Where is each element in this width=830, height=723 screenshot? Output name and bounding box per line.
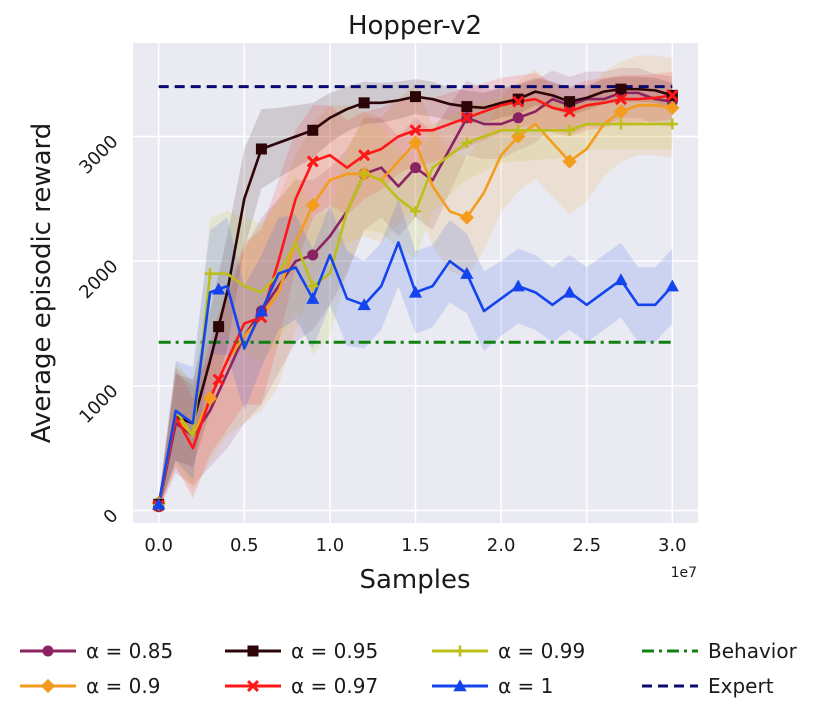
legend-item: α = 0.97 xyxy=(225,674,378,698)
x-tick-label: 0.5 xyxy=(230,535,259,556)
y-tick-label: 3000 xyxy=(75,131,122,178)
data-point xyxy=(614,273,628,286)
legend-item: Expert xyxy=(642,674,774,698)
legend-item: α = 0.85 xyxy=(20,639,173,663)
confidence-band xyxy=(158,55,673,509)
data-point xyxy=(357,298,371,311)
legend-item: Behavior xyxy=(642,639,798,663)
y-tick-label: 1000 xyxy=(75,381,122,428)
legend-label: Expert xyxy=(708,674,774,698)
data-point xyxy=(410,91,421,103)
data-point xyxy=(512,95,525,108)
data-point xyxy=(306,291,320,304)
legend-item: α = 0.95 xyxy=(225,639,378,663)
confidence-band xyxy=(158,71,673,511)
legend: α = 0.85 α = 0.9 α = 0.95 α = 0.97 α = 0.99 α… xyxy=(20,639,798,698)
data-point xyxy=(358,149,371,162)
data-point xyxy=(254,304,269,317)
data-point xyxy=(408,285,423,298)
data-point xyxy=(511,129,526,144)
data-point xyxy=(511,279,525,292)
legend-label: α = 0.85 xyxy=(86,639,173,663)
data-point xyxy=(358,168,370,180)
data-point xyxy=(512,93,524,105)
x-tick-label: 2.5 xyxy=(572,535,601,556)
legend-label: α = 0.99 xyxy=(498,639,585,663)
data-point xyxy=(408,135,423,150)
legend-label: α = 1 xyxy=(498,674,553,698)
x-tick-label: 0.0 xyxy=(144,535,173,556)
legend-marker xyxy=(42,645,54,657)
legend-item: α = 0.99 xyxy=(432,639,585,663)
data-point xyxy=(306,155,319,168)
data-point xyxy=(409,124,422,137)
x-tick-label: 3.0 xyxy=(658,535,687,556)
data-point xyxy=(614,93,627,106)
x-tick-label: 1.5 xyxy=(401,535,430,556)
confidence-band xyxy=(158,198,673,510)
legend-label: α = 0.9 xyxy=(86,674,160,698)
legend-marker xyxy=(246,679,260,693)
legend-label: Behavior xyxy=(708,639,798,663)
legend-marker xyxy=(453,679,467,692)
x-tick-label: 2.0 xyxy=(487,535,516,556)
y-axis-label: Average episodic reward xyxy=(27,123,57,444)
data-point xyxy=(461,101,473,113)
data-point xyxy=(460,267,474,279)
legend-marker xyxy=(247,645,259,657)
chart-title: Hopper-v2 xyxy=(348,11,482,41)
data-point xyxy=(665,279,679,292)
confidence-band xyxy=(158,97,673,510)
data-point xyxy=(665,100,680,115)
data-point xyxy=(212,373,225,386)
data-point xyxy=(613,104,629,119)
data-point xyxy=(460,111,473,124)
x-tick-label: 1.0 xyxy=(316,535,345,556)
data-point xyxy=(564,96,576,108)
data-point xyxy=(307,124,319,136)
data-point xyxy=(307,280,319,292)
legend-marker xyxy=(454,645,466,657)
data-point xyxy=(562,285,577,298)
data-point xyxy=(358,97,370,109)
data-point xyxy=(410,205,421,217)
data-point xyxy=(615,83,627,95)
data-point xyxy=(255,143,267,155)
data-point xyxy=(204,268,216,280)
x-offset-label: 1e7 xyxy=(671,565,697,581)
legend-label: α = 0.95 xyxy=(291,639,378,663)
data-point xyxy=(562,154,577,169)
y-tick-label: 2000 xyxy=(75,256,122,303)
legend-item: α = 1 xyxy=(432,674,553,698)
data-point xyxy=(512,124,524,136)
data-point xyxy=(410,162,421,174)
data-point xyxy=(307,249,319,261)
data-point xyxy=(512,112,524,124)
data-point xyxy=(212,282,226,295)
data-point xyxy=(564,124,576,136)
data-point xyxy=(666,118,678,130)
legend-label: α = 0.97 xyxy=(291,674,378,698)
data-point xyxy=(305,197,320,213)
data-point xyxy=(459,210,475,225)
data-point xyxy=(461,137,473,149)
data-point xyxy=(213,321,225,333)
series-markers xyxy=(151,83,680,513)
legend-marker xyxy=(40,678,56,694)
y-tick-label: 0 xyxy=(100,505,123,528)
data-point xyxy=(666,89,679,102)
data-point xyxy=(152,497,166,510)
data-point xyxy=(563,105,576,118)
data-point xyxy=(615,118,627,130)
legend-item: α = 0.9 xyxy=(20,674,160,698)
x-axis-label: Samples xyxy=(359,565,470,595)
data-point xyxy=(202,391,218,406)
